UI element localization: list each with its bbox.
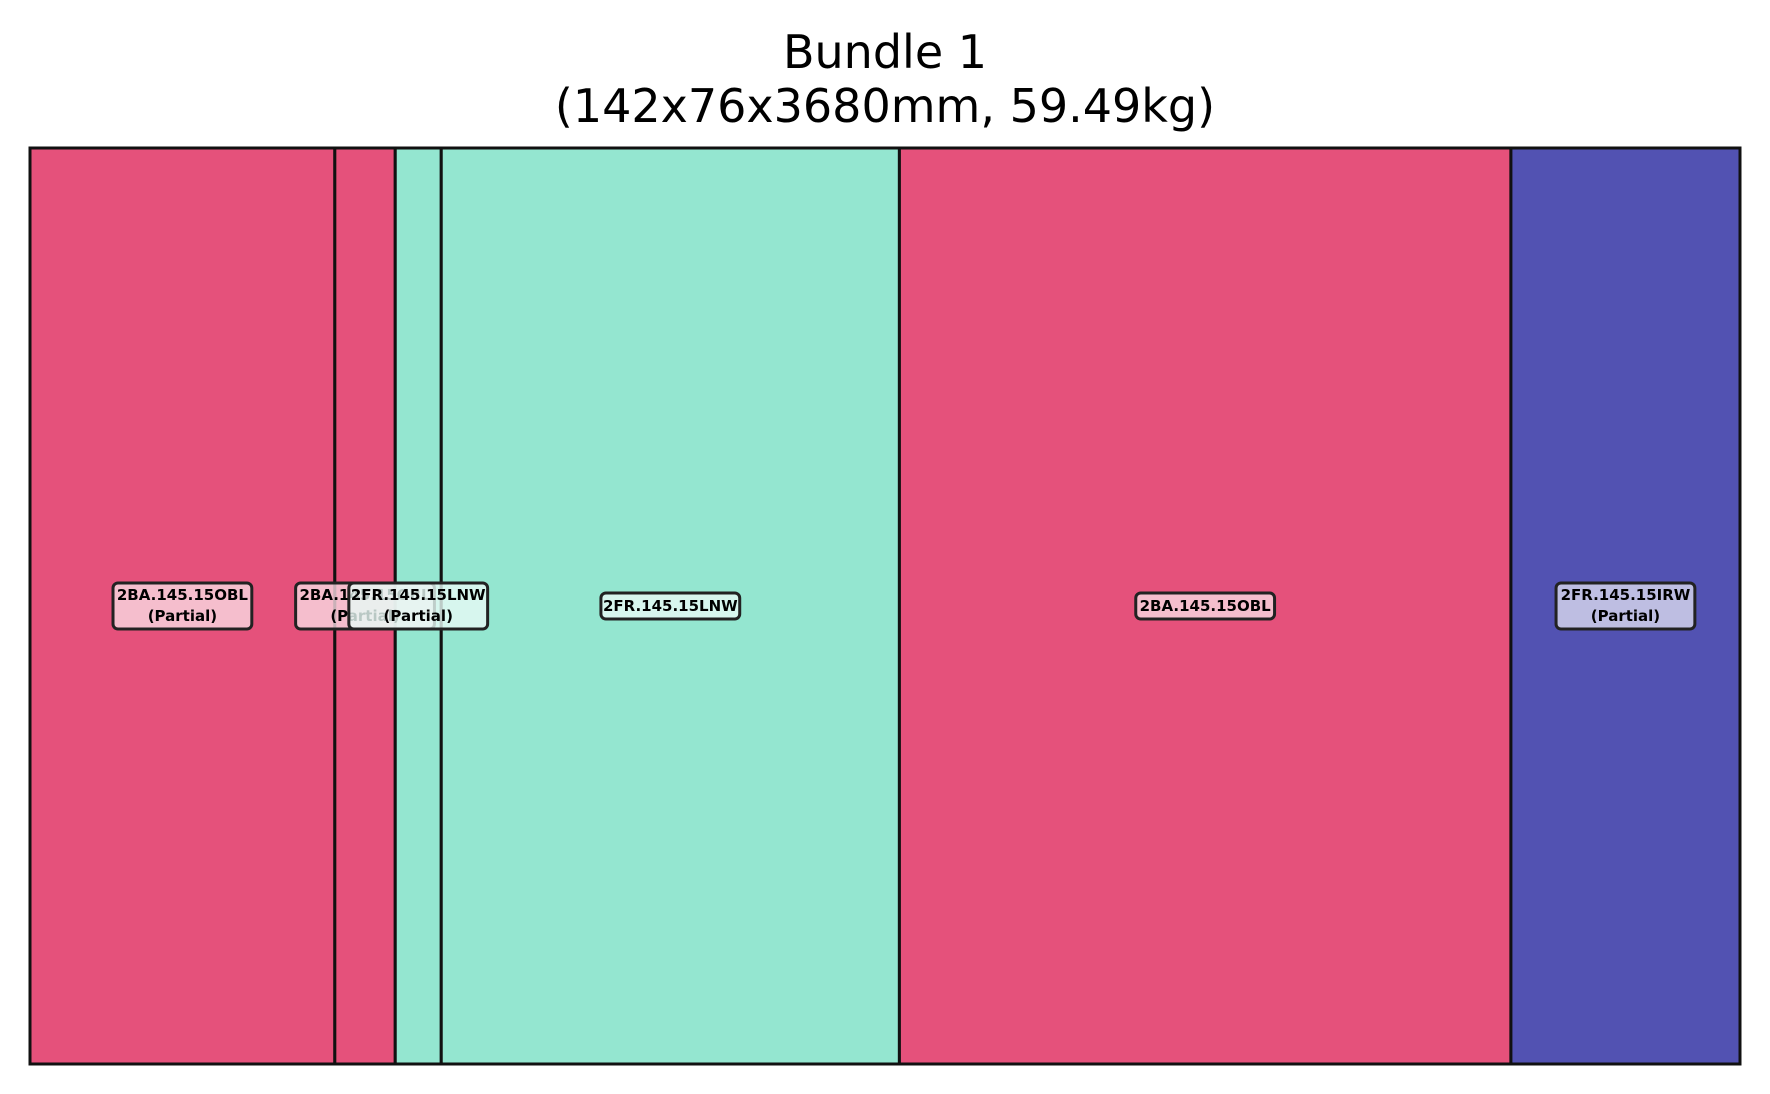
segment-label-piece: 2BA.145.15OBL bbox=[1140, 597, 1272, 615]
bundle-outline bbox=[28, 146, 1742, 1066]
segment-label-5: 2BA.145.15OBL bbox=[1134, 591, 1277, 621]
segment-label-4: 2FR.145.15LNW bbox=[599, 591, 742, 621]
segment-label-box bbox=[347, 581, 490, 631]
segment-label-piece: 2BA.145.15OBL bbox=[117, 586, 249, 604]
segment-label-piece: 2FR.145.15LNW bbox=[603, 597, 738, 615]
bundle-subtitle: (142x76x3680mm, 59.49kg) bbox=[555, 79, 1215, 133]
segment-label-status: (Partial) bbox=[148, 607, 217, 625]
segment-label-box bbox=[111, 581, 254, 631]
segment-label-piece: 2FR.145.15IRW bbox=[1561, 586, 1691, 604]
segment-labels: 2BA.145.15OBL (Partial) 2BA.145.15OBL (Part… bbox=[111, 581, 1697, 631]
bundle-title: Bundle 1 bbox=[783, 25, 987, 79]
segment-label-status: (Partial) bbox=[384, 607, 453, 625]
bundle-segments bbox=[28, 146, 1742, 1066]
segment-label-box bbox=[1134, 591, 1277, 621]
segment-label-piece: 2FR.145.15LNW bbox=[351, 586, 486, 604]
segment-label-box bbox=[1554, 581, 1697, 631]
segment-label-6: 2FR.145.15IRW (Partial) bbox=[1554, 581, 1697, 631]
segment-label-1: 2BA.145.15OBL (Partial) bbox=[111, 581, 254, 631]
segment-label-3: 2FR.145.15LNW (Partial) bbox=[347, 581, 490, 631]
segment-label-box bbox=[599, 591, 742, 621]
segment-label-status: (Partial) bbox=[1591, 607, 1660, 625]
